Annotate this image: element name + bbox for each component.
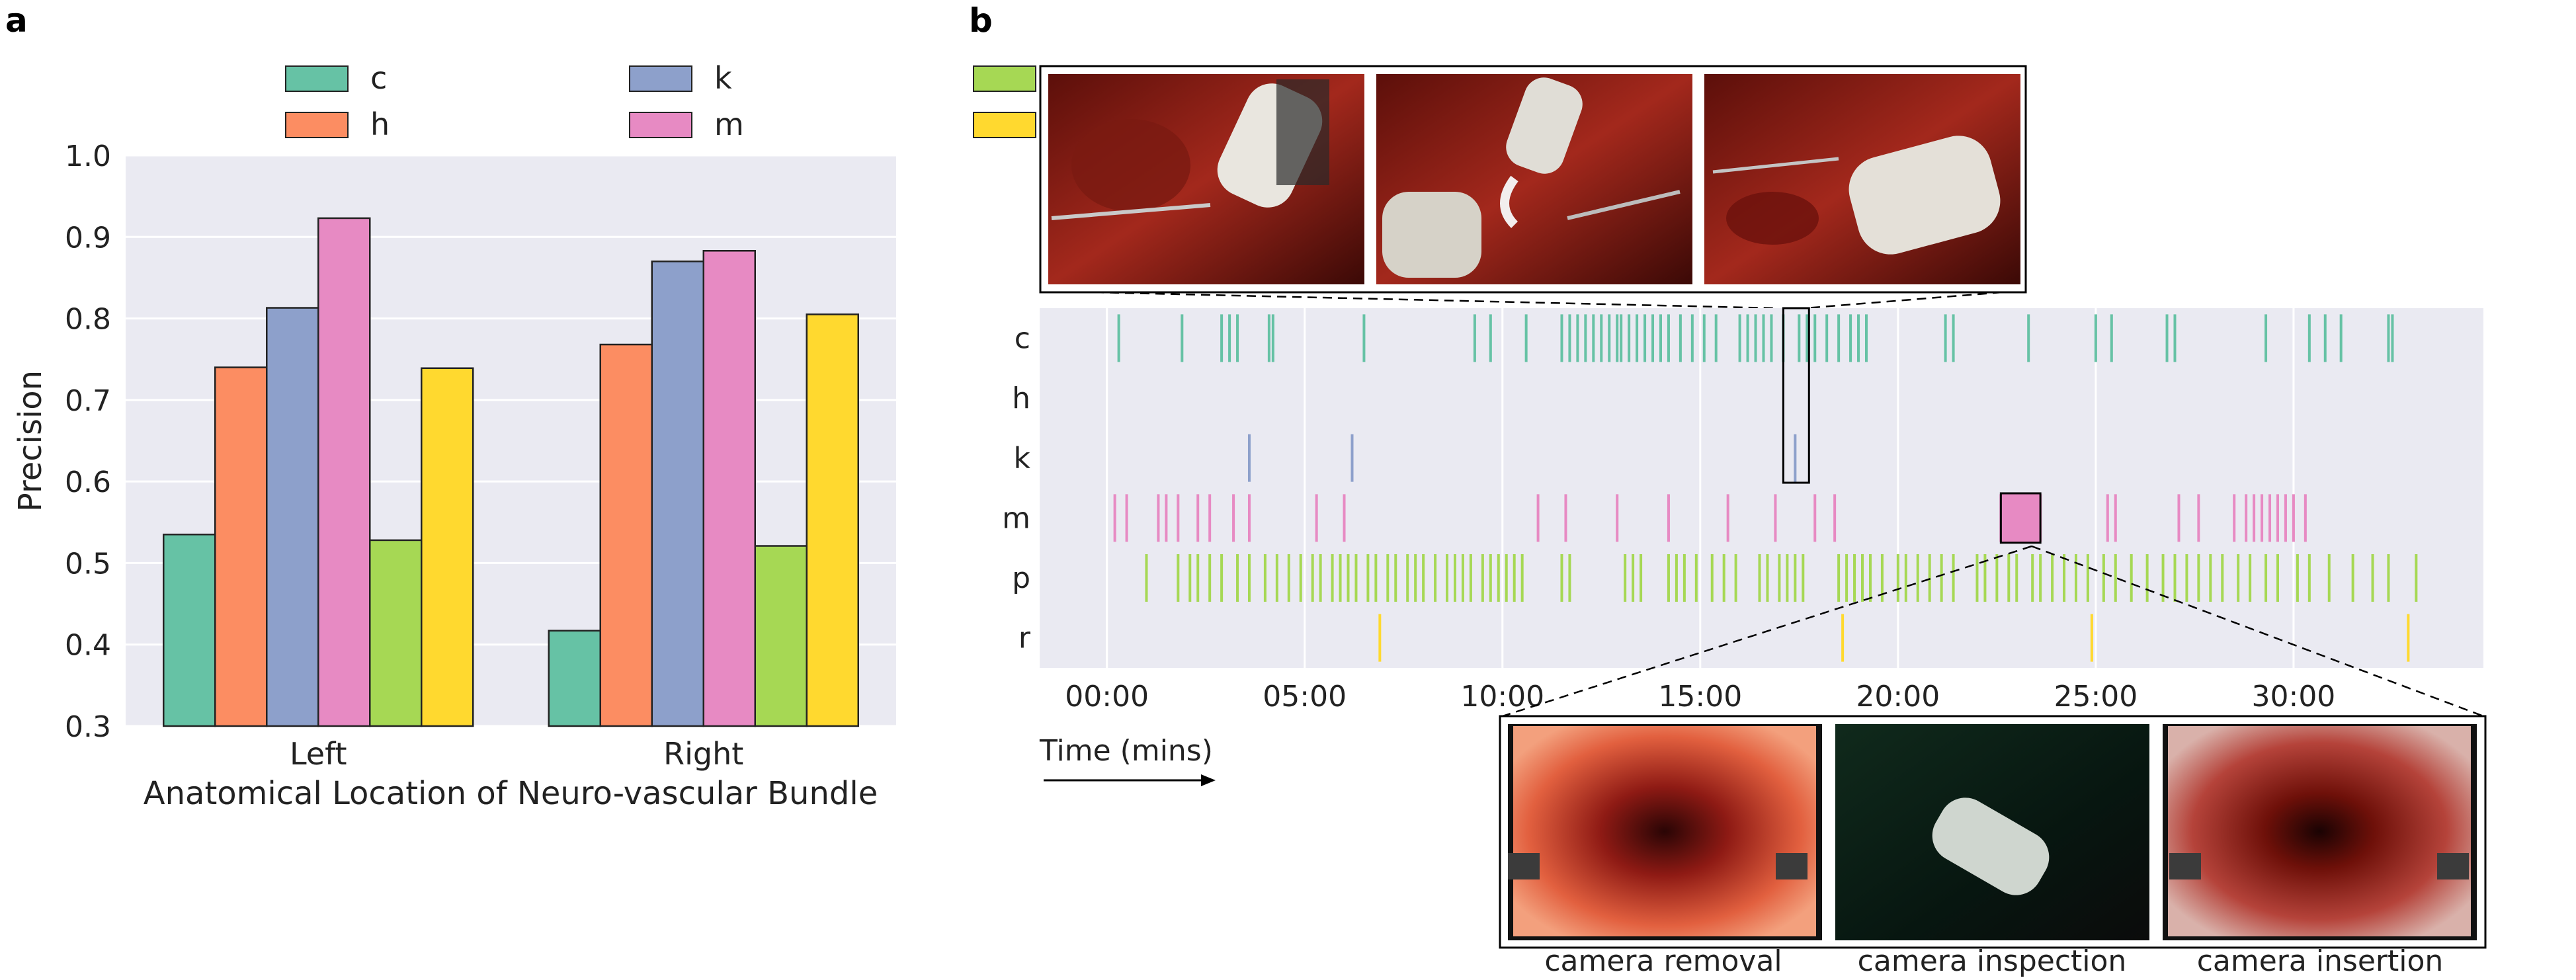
timeline-x-tick-labels: 00:00 05:00 10:00 15:00 20:00 25:00 30:00 bbox=[1065, 680, 2335, 714]
row-label-k: k bbox=[1014, 442, 1031, 475]
row-label-m: m bbox=[1002, 501, 1030, 535]
caption-camera-inspection: camera inspection bbox=[1858, 944, 2127, 978]
time-arrow-icon bbox=[1044, 774, 1216, 786]
top-inset-connector-right bbox=[1805, 291, 2003, 309]
bar-series bbox=[163, 217, 859, 727]
bar-x-tick-labels: Left Right bbox=[290, 736, 743, 772]
row-label-h: h bbox=[1012, 382, 1030, 415]
caption-camera-insertion: camera insertion bbox=[2197, 944, 2444, 978]
camera-frame-insertion bbox=[2163, 724, 2477, 940]
bar-c-right bbox=[548, 630, 601, 727]
camera-frame-inspection bbox=[1835, 724, 2149, 940]
x-tick-label: Left bbox=[290, 736, 347, 772]
bar-h-right bbox=[599, 343, 653, 727]
row-label-p: p bbox=[1012, 561, 1030, 595]
surgical-frame-3 bbox=[1704, 74, 2020, 284]
y-tick-label: 0.5 bbox=[65, 547, 111, 581]
row-label-c: c bbox=[1015, 321, 1030, 355]
legend-label-c: c bbox=[370, 60, 387, 96]
y-tick-label: 0.6 bbox=[65, 466, 111, 499]
row-label-r: r bbox=[1018, 622, 1031, 655]
bar-r-right bbox=[806, 313, 859, 727]
bottom-inset-connector-right bbox=[2031, 545, 2484, 717]
legend-label-k: k bbox=[714, 60, 732, 96]
y-tick-label: 1.0 bbox=[65, 140, 111, 173]
legend-swatch-k bbox=[629, 65, 692, 92]
bar-k-left bbox=[266, 307, 319, 727]
y-tick-label: 0.7 bbox=[65, 384, 111, 418]
legend-swatch-m bbox=[629, 112, 692, 138]
bar-m-right bbox=[702, 249, 756, 727]
bar-r-left bbox=[421, 367, 474, 727]
bar-p-right bbox=[754, 545, 808, 727]
legend-label-h: h bbox=[370, 106, 390, 142]
timeline-highlight-boxes bbox=[1782, 307, 2042, 544]
x-tick-label: Right bbox=[663, 736, 743, 772]
y-tick-label: 0.8 bbox=[65, 303, 111, 337]
time-tick-label: 30:00 bbox=[2252, 680, 2336, 714]
y-axis-label: Precision bbox=[12, 370, 49, 512]
bar-p-left bbox=[369, 539, 423, 727]
time-tick-label: 10:00 bbox=[1460, 680, 1544, 714]
time-tick-label: 05:00 bbox=[1263, 680, 1347, 714]
legend-swatch-h bbox=[285, 112, 349, 138]
x-axis-label: Anatomical Location of Neuro-vascular Bu… bbox=[144, 775, 878, 812]
timeline-gridlines bbox=[1106, 308, 2295, 668]
caption-camera-removal: camera removal bbox=[1544, 944, 1782, 978]
y-tick-label: 0.4 bbox=[65, 629, 111, 663]
legend-swatch-c bbox=[285, 65, 349, 92]
legend-label-m: m bbox=[714, 106, 744, 142]
top-inset bbox=[1039, 65, 2027, 294]
camera-frame-removal bbox=[1508, 724, 1822, 940]
top-inset-connector-left bbox=[1094, 291, 1775, 309]
legend-swatch-p bbox=[973, 65, 1036, 92]
bar-y-tick-labels: 0.3 0.4 0.5 0.6 0.7 0.8 0.9 1.0 bbox=[65, 140, 111, 744]
bottom-inset: camera removal camera inspection camera … bbox=[1499, 715, 2487, 978]
legend-swatch-r bbox=[973, 112, 1036, 138]
timeline-plot-background bbox=[1040, 308, 2483, 668]
surgical-frame-1 bbox=[1048, 74, 1364, 284]
time-axis-label: Time (mins) bbox=[1039, 734, 1213, 768]
panel-label-a: a bbox=[5, 1, 28, 40]
time-tick-label: 00:00 bbox=[1065, 680, 1149, 714]
bottom-inset-connector-left bbox=[1502, 545, 2032, 717]
surgical-frame-2 bbox=[1376, 74, 1692, 284]
bar-h-left bbox=[214, 366, 268, 727]
highlight-box bbox=[1999, 492, 2042, 544]
time-tick-label: 15:00 bbox=[1658, 680, 1742, 714]
highlight-fill-m bbox=[2001, 493, 2041, 543]
y-tick-label: 0.3 bbox=[65, 710, 111, 744]
bar-k-right bbox=[651, 261, 704, 727]
y-tick-label: 0.9 bbox=[65, 221, 111, 255]
highlight-box bbox=[1782, 307, 1810, 484]
time-tick-label: 25:00 bbox=[2054, 680, 2138, 714]
bar-c-left bbox=[163, 534, 216, 727]
panel-label-b: b bbox=[969, 1, 993, 40]
time-tick-label: 20:00 bbox=[1856, 680, 1940, 714]
bar-m-left bbox=[317, 217, 371, 727]
bar-chart: 0.3 0.4 0.5 0.6 0.7 0.8 0.9 1.0 Left Right Preci… bbox=[12, 60, 1077, 812]
